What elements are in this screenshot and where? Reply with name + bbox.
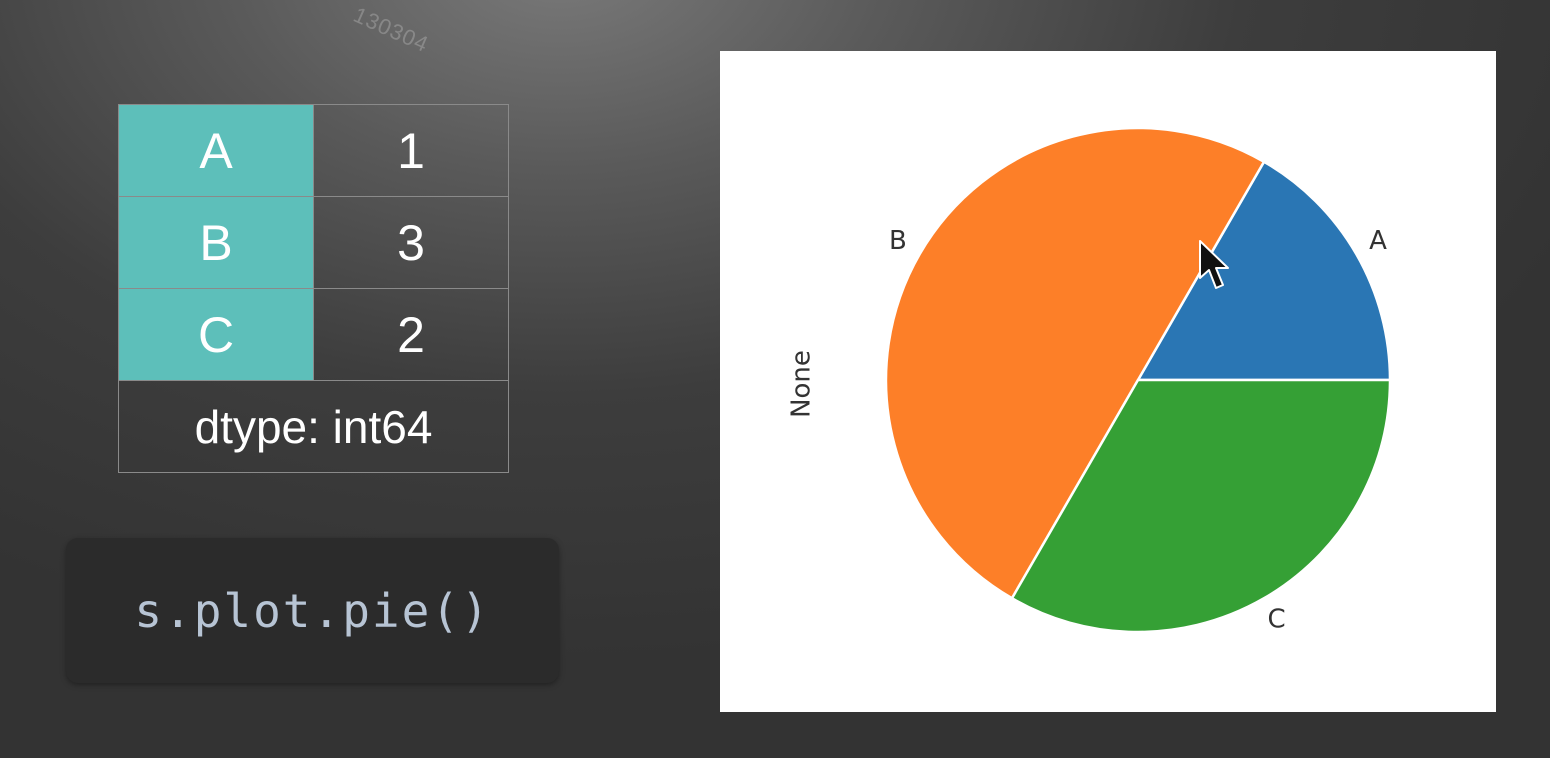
code-block: s.plot.pie() [66, 538, 559, 683]
pie-label-c: C [1268, 605, 1286, 635]
table-row: B 3 [118, 196, 509, 289]
pie-label-a: A [1369, 226, 1387, 256]
series-table: A 1 B 3 C 2 dtype: int64 [118, 104, 509, 473]
code-text: s.plot.pie() [134, 583, 491, 638]
series-index-cell: A [118, 104, 314, 197]
series-value-cell: 1 [313, 104, 509, 197]
pie-labels: A B C [889, 226, 1387, 635]
dtype-cell: dtype: int64 [118, 380, 509, 473]
mouse-cursor-icon [1199, 240, 1229, 289]
y-axis-label: None [787, 350, 817, 418]
pie-chart: A B C None [787, 126, 1392, 635]
pie-slices [885, 126, 1392, 634]
table-row: A 1 [118, 104, 509, 197]
series-value-cell: 2 [313, 288, 509, 381]
pie-slice-a [1136, 160, 1392, 382]
pie-slice-c [1010, 378, 1392, 634]
table-row: dtype: int64 [118, 380, 509, 473]
pie-slice-b [885, 126, 1266, 600]
series-index-cell: B [118, 196, 314, 289]
series-index-cell: C [118, 288, 314, 381]
series-value-cell: 3 [313, 196, 509, 289]
pie-chart-panel: A B C None [720, 51, 1496, 712]
watermark-text: 130304 [349, 2, 433, 58]
pie-label-b: B [889, 226, 907, 256]
table-row: C 2 [118, 288, 509, 381]
